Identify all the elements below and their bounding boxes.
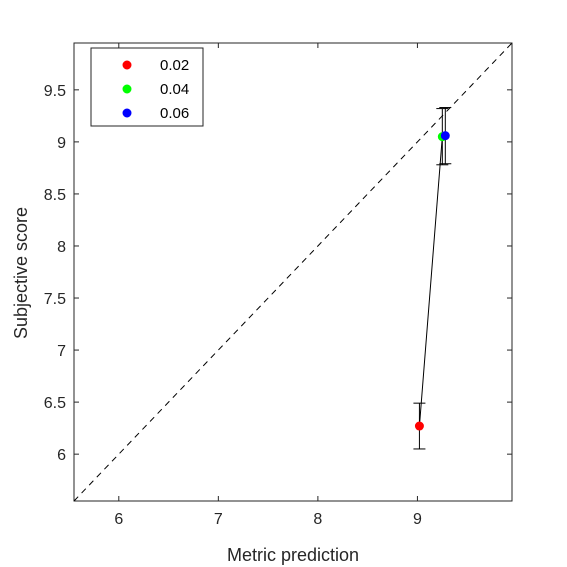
y-axis-ticks: 6 6.5 7 7.5 8 8.5 9 9.5	[44, 83, 512, 464]
legend-label: 0.02	[160, 57, 189, 74]
legend-label: 0.04	[160, 81, 189, 98]
y-tick-label: 9	[57, 135, 66, 152]
y-tick-label: 8.5	[44, 187, 66, 204]
data-point-0-06	[440, 131, 450, 141]
legend: 0.02 0.04 0.06	[90, 47, 204, 127]
y-tick-label: 9.5	[44, 83, 66, 100]
legend-label: 0.06	[160, 105, 189, 122]
y-tick-label: 7	[57, 343, 66, 360]
x-axis-ticks: 6 7 8 9	[114, 43, 422, 528]
y-tick-label: 7.5	[44, 291, 66, 308]
x-axis-label: Metric prediction	[227, 545, 359, 565]
legend-box	[90, 47, 204, 127]
y-axis-label: Subjective score	[11, 207, 31, 339]
y-tick-label: 6	[57, 447, 66, 464]
x-tick-label: 9	[413, 511, 422, 528]
y-tick-label: 8	[57, 239, 66, 256]
legend-marker	[122, 108, 132, 118]
x-tick-label: 6	[114, 511, 123, 528]
legend-marker	[122, 84, 132, 94]
diagonal-reference-line	[73, 42, 513, 502]
legend-marker	[122, 60, 132, 70]
x-tick-label: 7	[214, 511, 223, 528]
x-tick-label: 8	[313, 511, 322, 528]
y-tick-label: 6.5	[44, 395, 66, 412]
data-point-0-02	[414, 421, 424, 431]
